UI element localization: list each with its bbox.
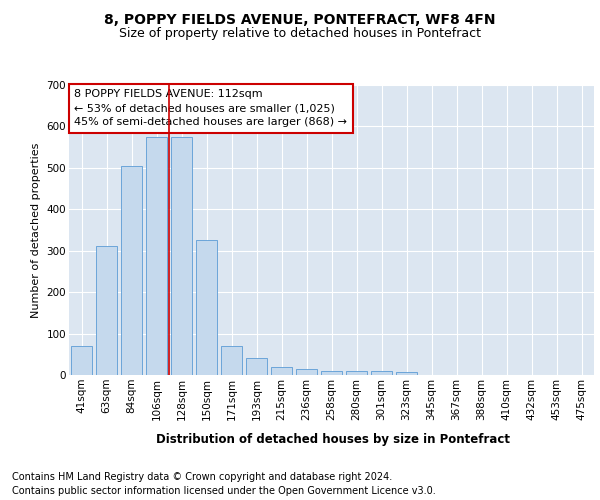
Bar — [171, 137, 192, 375]
Text: Contains HM Land Registry data © Crown copyright and database right 2024.: Contains HM Land Registry data © Crown c… — [12, 472, 392, 482]
Bar — [346, 371, 367, 375]
Bar — [371, 371, 392, 375]
Bar — [221, 346, 242, 375]
Bar — [146, 137, 167, 375]
Text: Distribution of detached houses by size in Pontefract: Distribution of detached houses by size … — [156, 432, 510, 446]
Bar — [296, 369, 317, 375]
Text: Contains public sector information licensed under the Open Government Licence v3: Contains public sector information licen… — [12, 486, 436, 496]
Bar — [71, 346, 92, 375]
Bar — [271, 366, 292, 375]
Bar — [396, 372, 417, 375]
Bar — [121, 166, 142, 375]
Text: Size of property relative to detached houses in Pontefract: Size of property relative to detached ho… — [119, 28, 481, 40]
Bar — [196, 240, 217, 375]
Text: 8 POPPY FIELDS AVENUE: 112sqm
← 53% of detached houses are smaller (1,025)
45% o: 8 POPPY FIELDS AVENUE: 112sqm ← 53% of d… — [74, 90, 347, 128]
Y-axis label: Number of detached properties: Number of detached properties — [31, 142, 41, 318]
Text: 8, POPPY FIELDS AVENUE, PONTEFRACT, WF8 4FN: 8, POPPY FIELDS AVENUE, PONTEFRACT, WF8 … — [104, 12, 496, 26]
Bar — [321, 371, 342, 375]
Bar — [246, 358, 267, 375]
Bar — [96, 246, 117, 375]
